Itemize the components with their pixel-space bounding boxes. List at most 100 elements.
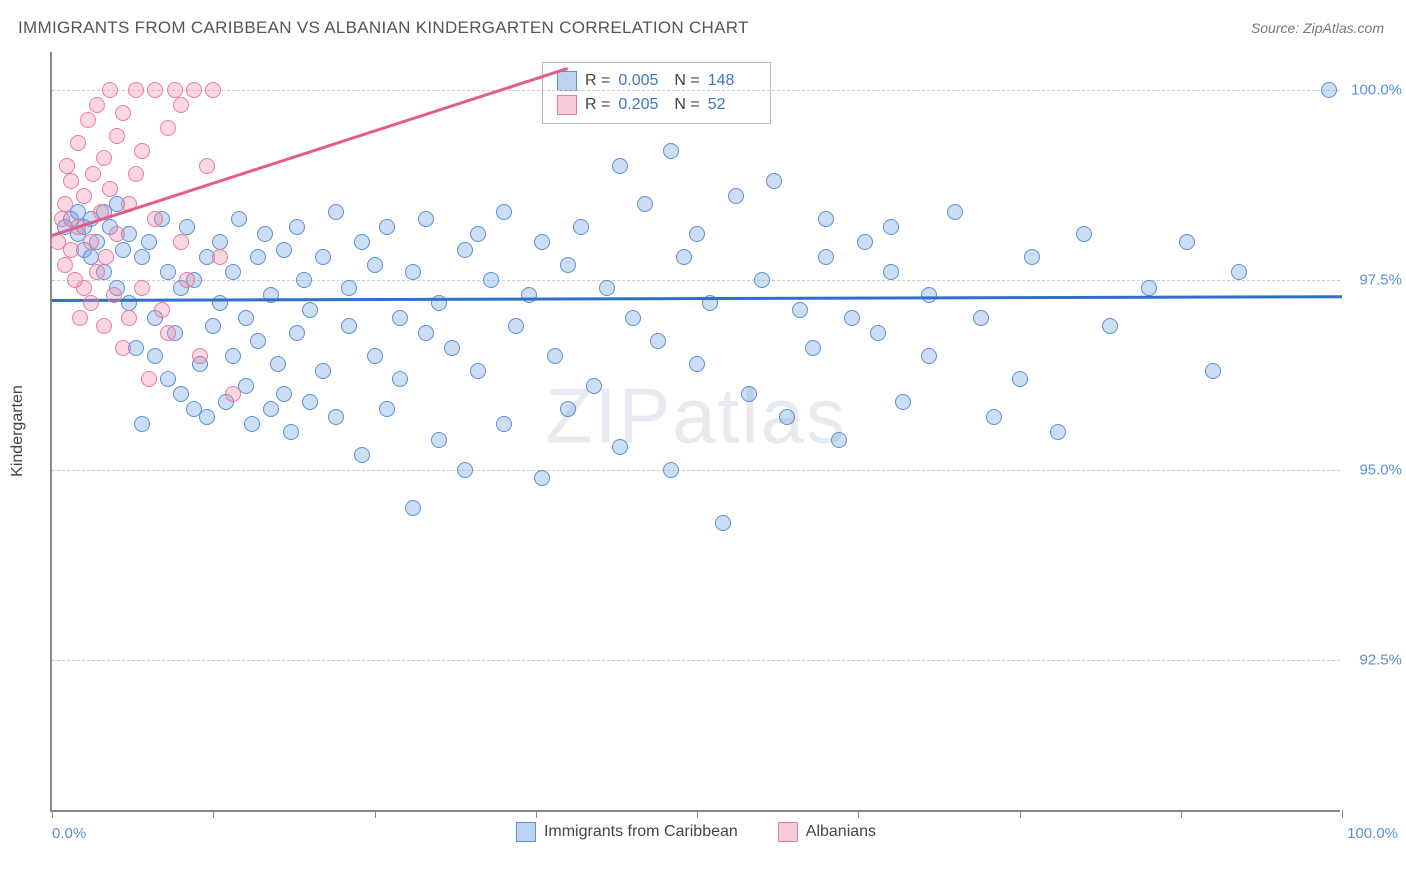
data-point xyxy=(128,82,144,98)
data-point xyxy=(457,462,473,478)
data-point xyxy=(354,234,370,250)
y-tick-label: 97.5% xyxy=(1359,272,1402,289)
data-point xyxy=(367,348,383,364)
plot-area: ZIPatlas Kindergarten R = 0.005 N = 148 … xyxy=(50,52,1340,812)
stats-row-series-1: R = 0.205 N = 52 xyxy=(557,93,756,117)
data-point xyxy=(134,416,150,432)
data-point xyxy=(276,386,292,402)
source-attribution: Source: ZipAtlas.com xyxy=(1251,20,1384,36)
data-point xyxy=(1102,318,1118,334)
data-point xyxy=(121,310,137,326)
data-point xyxy=(302,394,318,410)
data-point xyxy=(1024,249,1040,265)
x-tick xyxy=(213,810,214,818)
data-point xyxy=(296,272,312,288)
y-tick-label: 95.0% xyxy=(1359,462,1402,479)
data-point xyxy=(106,287,122,303)
grid-line xyxy=(52,90,1340,91)
data-point xyxy=(470,363,486,379)
data-point xyxy=(276,242,292,258)
data-point xyxy=(444,340,460,356)
data-point xyxy=(612,158,628,174)
data-point xyxy=(54,211,70,227)
x-tick xyxy=(1181,810,1182,818)
data-point xyxy=(431,432,447,448)
data-point xyxy=(80,112,96,128)
data-point xyxy=(650,333,666,349)
data-point xyxy=(63,242,79,258)
data-point xyxy=(115,242,131,258)
data-point xyxy=(57,196,73,212)
chart-title: IMMIGRANTS FROM CARIBBEAN VS ALBANIAN KI… xyxy=(18,18,749,38)
data-point xyxy=(167,82,183,98)
data-point xyxy=(85,166,101,182)
data-point xyxy=(715,515,731,531)
data-point xyxy=(1321,82,1337,98)
data-point xyxy=(315,363,331,379)
data-point xyxy=(89,264,105,280)
data-point xyxy=(637,196,653,212)
data-point xyxy=(283,424,299,440)
data-point xyxy=(496,204,512,220)
data-point xyxy=(225,264,241,280)
stats-r-value-0: 0.005 xyxy=(618,72,666,90)
data-point xyxy=(560,401,576,417)
data-point xyxy=(354,447,370,463)
x-tick xyxy=(1342,810,1343,818)
data-point xyxy=(818,211,834,227)
data-point xyxy=(689,226,705,242)
legend-item-1: Albanians xyxy=(778,822,876,842)
data-point xyxy=(102,181,118,197)
data-point xyxy=(121,295,137,311)
data-point xyxy=(328,409,344,425)
data-point xyxy=(257,226,273,242)
data-point xyxy=(70,135,86,151)
data-point xyxy=(547,348,563,364)
data-point xyxy=(231,211,247,227)
legend-item-0: Immigrants from Caribbean xyxy=(516,822,738,842)
x-tick xyxy=(375,810,376,818)
data-point xyxy=(199,409,215,425)
data-point xyxy=(534,470,550,486)
data-point xyxy=(147,82,163,98)
data-point xyxy=(83,249,99,265)
stats-n-label: N = xyxy=(674,96,699,114)
data-point xyxy=(212,295,228,311)
data-point xyxy=(59,158,75,174)
data-point xyxy=(663,462,679,478)
data-point xyxy=(883,219,899,235)
data-point xyxy=(379,401,395,417)
data-point xyxy=(109,226,125,242)
data-point xyxy=(315,249,331,265)
data-point xyxy=(141,234,157,250)
data-point xyxy=(76,280,92,296)
grid-line xyxy=(52,660,1340,661)
data-point xyxy=(205,82,221,98)
data-point xyxy=(1205,363,1221,379)
data-point xyxy=(225,348,241,364)
data-point xyxy=(302,302,318,318)
stats-n-label: N = xyxy=(674,72,699,90)
data-point xyxy=(973,310,989,326)
data-point xyxy=(72,310,88,326)
data-point xyxy=(57,257,73,273)
data-point xyxy=(599,280,615,296)
data-point xyxy=(728,188,744,204)
x-tick xyxy=(1020,810,1021,818)
data-point xyxy=(96,150,112,166)
data-point xyxy=(792,302,808,318)
data-point xyxy=(779,409,795,425)
data-point xyxy=(496,416,512,432)
data-point xyxy=(521,287,537,303)
stats-n-value-1: 52 xyxy=(708,96,756,114)
data-point xyxy=(147,348,163,364)
data-point xyxy=(160,264,176,280)
data-point xyxy=(1231,264,1247,280)
data-point xyxy=(160,325,176,341)
data-point xyxy=(895,394,911,410)
data-point xyxy=(857,234,873,250)
data-point xyxy=(83,295,99,311)
data-point xyxy=(883,264,899,280)
data-point xyxy=(483,272,499,288)
data-point xyxy=(986,409,1002,425)
